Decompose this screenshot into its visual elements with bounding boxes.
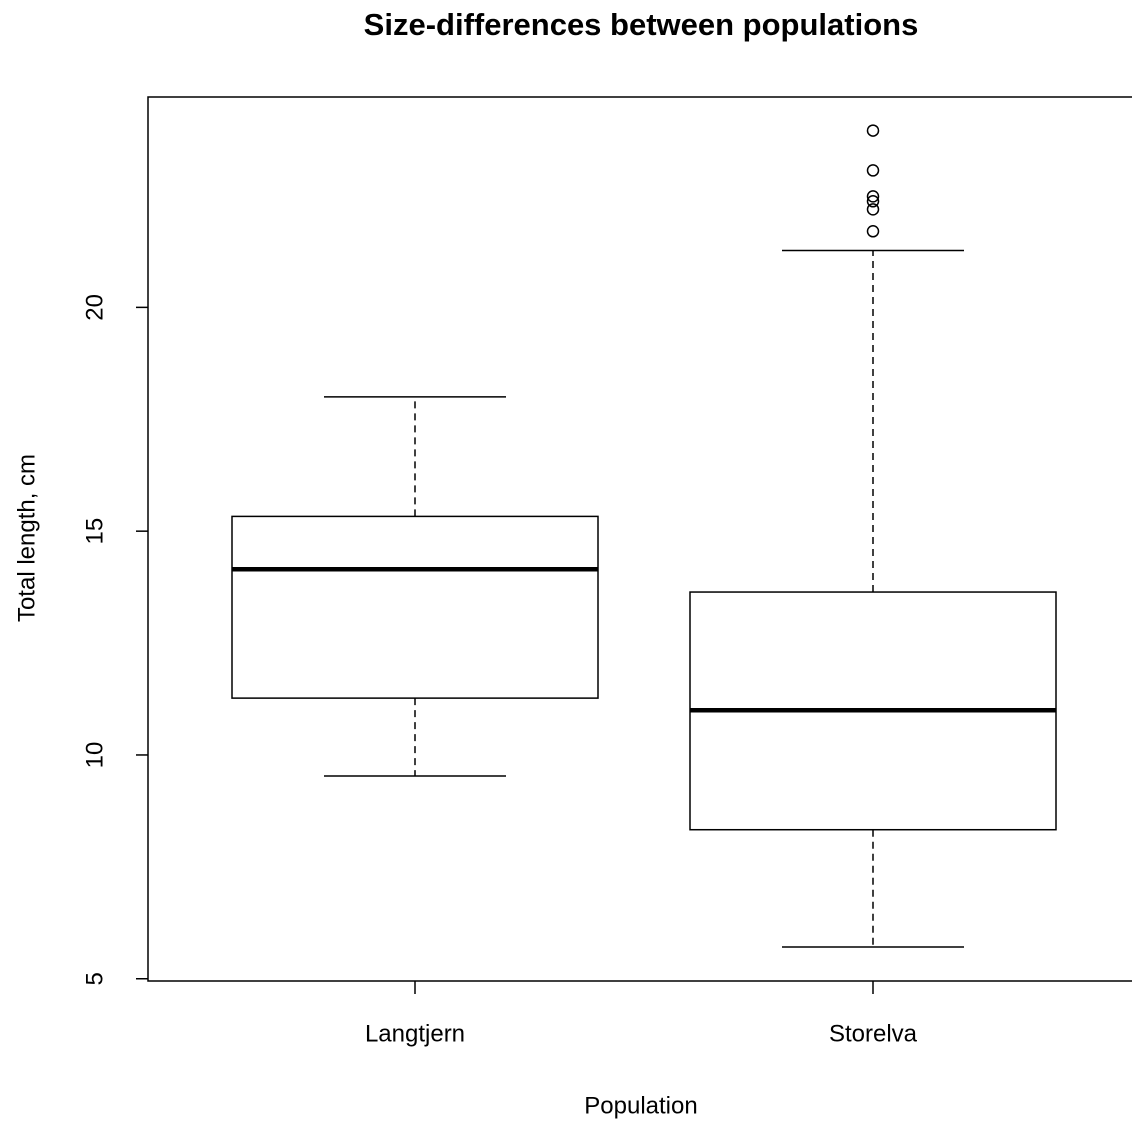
outlier — [866, 124, 880, 137]
box — [231, 515, 599, 699]
y-tick-label: 5 — [81, 972, 108, 985]
outlier — [866, 203, 880, 216]
x-tick-label: Langtjern — [365, 1020, 465, 1047]
chart-title: Size-differences between populations — [364, 7, 919, 42]
y-tick-label: 10 — [81, 742, 108, 769]
x-tick-label: Storelva — [829, 1020, 918, 1047]
outlier — [866, 190, 880, 203]
y-tick-label: 15 — [81, 518, 108, 545]
y-axis-label: Total length, cm — [13, 454, 40, 622]
y-tick-label: 20 — [81, 294, 108, 321]
plot-frame — [147, 96, 1132, 982]
outlier — [866, 164, 880, 177]
x-axis-label: Population — [584, 1092, 697, 1119]
outlier — [866, 225, 880, 238]
outlier — [866, 195, 880, 208]
